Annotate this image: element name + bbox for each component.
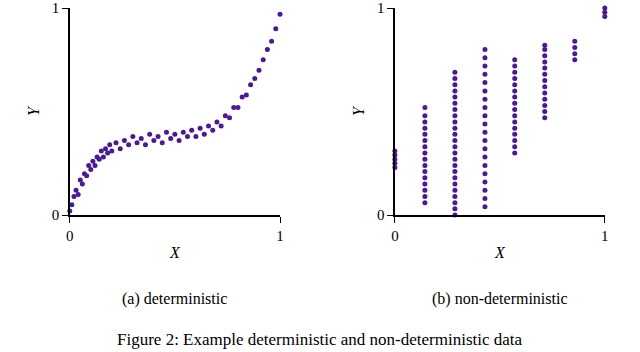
svg-text:0: 0 [377, 207, 385, 223]
svg-text:0: 0 [391, 228, 399, 244]
svg-text:Figure 2: Example deterministi: Figure 2: Example deterministic and non-… [117, 330, 523, 349]
svg-text:X: X [169, 244, 181, 261]
svg-text:1: 1 [276, 228, 284, 244]
svg-text:1: 1 [52, 0, 60, 16]
svg-text:1: 1 [377, 0, 385, 16]
svg-text:0: 0 [52, 207, 60, 223]
svg-text:X: X [494, 244, 506, 261]
svg-text:Y: Y [25, 105, 42, 116]
svg-text:Y: Y [350, 105, 367, 116]
svg-text:(a) deterministic: (a) deterministic [122, 290, 227, 308]
svg-text:1: 1 [601, 228, 609, 244]
svg-text:(b) non-deterministic: (b) non-deterministic [432, 290, 568, 308]
svg-text:0: 0 [66, 228, 74, 244]
